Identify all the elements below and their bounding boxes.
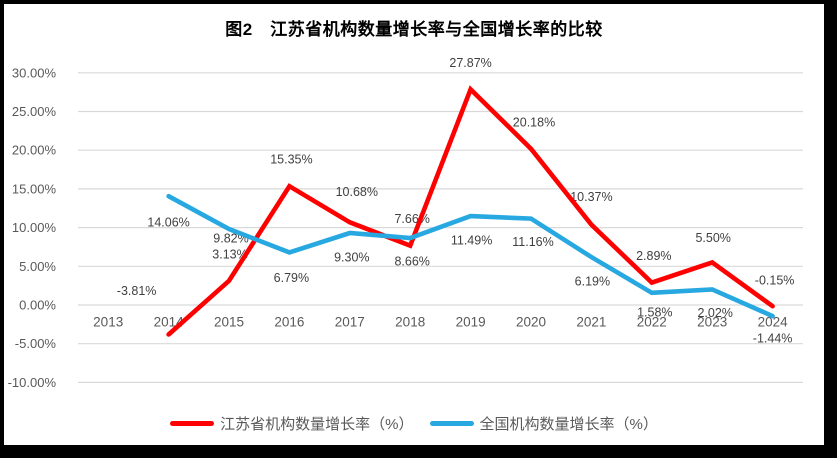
data-label-jiangsu: 5.50%: [695, 231, 730, 245]
y-tick-label: -5.00%: [15, 336, 57, 351]
data-label-jiangsu: -3.81%: [117, 284, 157, 298]
series-lines: [166, 85, 775, 337]
y-tick-label: 20.00%: [12, 143, 57, 158]
data-label-jiangsu: 10.68%: [336, 185, 378, 199]
x-tick-label: 2018: [395, 315, 425, 330]
data-label-national: 6.79%: [274, 271, 309, 285]
legend-item-jiangsu: 江苏省机构数量增长率（%）: [170, 413, 414, 434]
data-label-jiangsu: 10.37%: [570, 190, 612, 204]
legend-label-national: 全国机构数量增长率（%）: [479, 416, 658, 433]
data-label-jiangsu: 20.18%: [513, 115, 555, 129]
y-tick-label: 0.00%: [19, 298, 56, 313]
x-tick-label: 2017: [335, 315, 365, 330]
data-label-national: 14.06%: [147, 216, 189, 230]
data-label-national: 11.16%: [512, 235, 553, 249]
x-tick-label: 2013: [93, 315, 123, 330]
legend: 江苏省机构数量增长率（%） 全国机构数量增长率（%）: [4, 413, 824, 434]
data-label-national: 6.19%: [575, 275, 610, 289]
data-label-national: 1.58%: [637, 305, 672, 319]
x-tick-label: 2023: [697, 315, 727, 330]
x-tick-label: 2016: [274, 315, 304, 330]
x-tick-label: 2024: [758, 315, 789, 330]
data-label-jiangsu: 2.89%: [636, 249, 671, 263]
x-tick-label: 2019: [456, 315, 486, 330]
y-tick-label: 10.00%: [12, 220, 57, 235]
y-tick-label: 5.00%: [19, 259, 56, 274]
data-label-jiangsu: 3.13%: [212, 247, 247, 261]
data-label-national: 8.66%: [394, 254, 429, 268]
data-label-national: 2.02%: [697, 306, 732, 320]
data-label-jiangsu: 15.35%: [270, 153, 312, 167]
y-tick-label: 15.00%: [12, 181, 57, 196]
legend-item-national: 全国机构数量增长率（%）: [429, 413, 658, 434]
axis-labels: 30.00% 25.00% 20.00% 15.00% 10.00% 5.00% 0.00%…: [8, 65, 789, 390]
data-label-national: 11.49%: [451, 234, 492, 248]
series-line-jiangsu: [166, 85, 775, 337]
data-label-jiangsu: 27.87%: [449, 56, 491, 70]
x-tick-label: 2022: [637, 315, 667, 330]
plot-area: 30.00% 25.00% 20.00% 15.00% 10.00% 5.00% 0.00%…: [8, 56, 803, 390]
legend-label-jiangsu: 江苏省机构数量增长率（%）: [220, 416, 414, 433]
data-label-national: 9.30%: [334, 251, 369, 265]
legend-line-swatch-jiangsu: [170, 421, 215, 426]
y-tick-label: -10.00%: [8, 375, 57, 390]
x-tick-label: 2015: [214, 315, 244, 330]
chart-canvas: 图2 江苏省机构数量增长率与全国增长率的比较 30.00% 25.00% 20.00…: [4, 4, 824, 445]
data-labels: -3.81%3.13%15.35%10.68%7.66%27.87%20.18%…: [117, 56, 795, 346]
data-label-national: -1.44%: [753, 332, 793, 346]
chart-title: 图2 江苏省机构数量增长率与全国增长率的比较: [225, 20, 603, 39]
series-line-national: [166, 193, 775, 319]
data-label-jiangsu: -0.15%: [755, 274, 795, 288]
x-tick-label: 2020: [516, 315, 546, 330]
y-tick-label: 30.00%: [12, 65, 57, 80]
y-tick-label: 25.00%: [12, 104, 57, 119]
x-tick-label: 2021: [576, 315, 606, 330]
legend-line-swatch-national: [429, 421, 474, 426]
